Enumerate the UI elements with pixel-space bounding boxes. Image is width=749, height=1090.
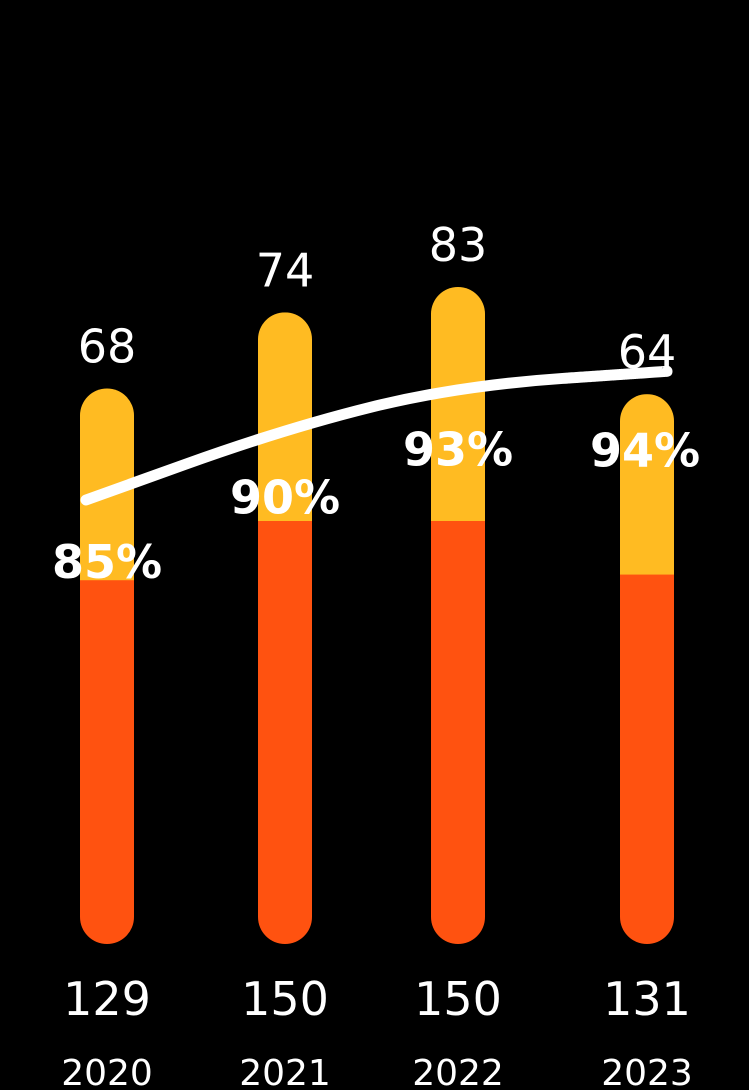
bar-bottom-segment-2022 [431, 521, 485, 944]
top-value-label-2020: 68 [78, 319, 137, 373]
year-label-2022: 2022 [412, 1053, 504, 1090]
bottom-value-label-2022: 150 [414, 972, 502, 1026]
bottom-value-label-2020: 129 [63, 972, 151, 1026]
percent-label-2022: 93% [403, 423, 513, 477]
bar-2023 [620, 394, 674, 944]
bar-bottom-segment-2023 [620, 574, 674, 944]
bar-bottom-segment-2021 [258, 521, 312, 944]
top-value-label-2022: 83 [429, 218, 488, 272]
bottom-value-label-2023: 131 [603, 972, 691, 1026]
top-value-label-2021: 74 [256, 243, 315, 297]
bar-top-segment-2023 [620, 394, 674, 576]
bottom-value-label-2021: 150 [241, 972, 329, 1026]
percent-label-2023: 94% [590, 423, 700, 477]
top-value-label-2023: 64 [618, 325, 677, 379]
year-label-2020: 2020 [61, 1053, 153, 1090]
bar-2021 [258, 312, 312, 944]
bar-bottom-segment-2020 [80, 580, 134, 944]
year-label-2021: 2021 [239, 1053, 331, 1090]
bar-2022 [431, 286, 485, 944]
bar-2020 [80, 388, 134, 944]
percent-label-2021: 90% [230, 471, 340, 525]
bar-top-segment-2021 [258, 312, 312, 522]
trend-line [80, 365, 673, 506]
percent-label-2020: 85% [52, 535, 162, 589]
bar-top-segment-2022 [431, 286, 485, 522]
year-label-2023: 2023 [601, 1053, 693, 1090]
